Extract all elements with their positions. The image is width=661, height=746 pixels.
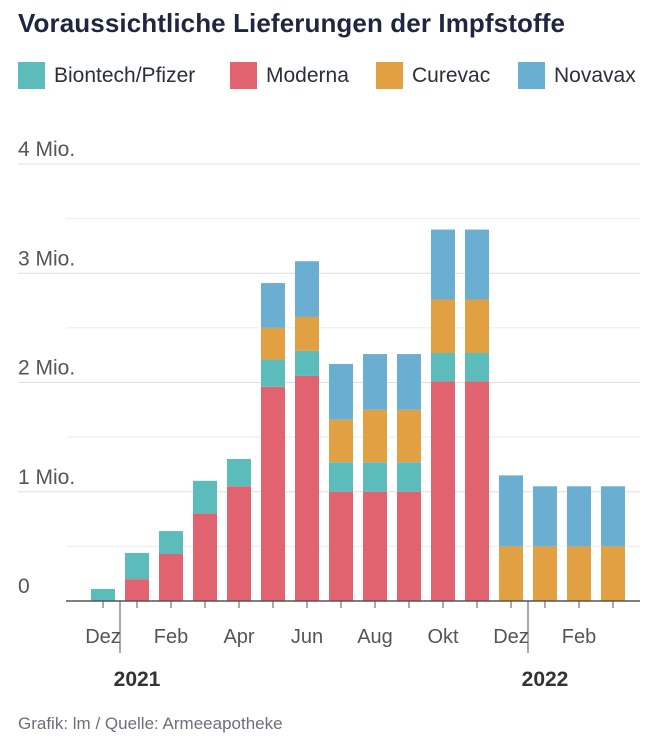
legend-swatch-moderna <box>230 62 257 89</box>
bar-segment-moderna <box>431 381 455 601</box>
bar-segment-moderna <box>193 513 217 601</box>
x-tick-label: Aug <box>357 626 393 648</box>
bar-segment-novavax <box>465 229 489 300</box>
bar-segment-curevac <box>533 546 557 601</box>
bar-segment-moderna <box>261 386 285 601</box>
bar-segment-biontech <box>125 552 149 580</box>
legend-item-novavax: Novavax <box>518 62 636 89</box>
bar-segment-novavax <box>397 354 421 410</box>
bar-segment-moderna <box>295 375 319 601</box>
bar-segment-novavax <box>567 486 591 547</box>
legend-item-curevac: Curevac <box>376 62 490 89</box>
bar-segment-curevac <box>295 316 319 351</box>
bar-segment-curevac <box>465 299 489 354</box>
x-tick-label: Dez <box>493 626 529 648</box>
legend-item-biontech: Biontech/Pfizer <box>18 62 195 89</box>
x-tick-label: Apr <box>223 626 254 648</box>
bar-segment-biontech <box>363 462 387 492</box>
legend-item-moderna: Moderna <box>230 62 349 89</box>
x-tick-label: Feb <box>562 626 596 648</box>
x-tick-label: Dez <box>85 626 121 648</box>
bar-segment-curevac <box>431 299 455 354</box>
bar-segment-biontech <box>159 531 183 555</box>
x-tick-label: Jun <box>291 626 323 648</box>
bar-segment-novavax <box>499 475 523 547</box>
bar-segment-biontech <box>261 359 285 387</box>
bar-segment-moderna <box>363 491 387 601</box>
y-tick-label: 2 Mio. <box>18 357 75 380</box>
y-tick-label: 0 <box>18 575 30 598</box>
bar-segment-curevac <box>397 409 421 463</box>
legend-label-biontech: Biontech/Pfizer <box>54 63 196 87</box>
bar-segment-curevac <box>363 409 387 463</box>
legend-swatch-biontech <box>18 62 45 89</box>
y-tick-label: 1 Mio. <box>18 466 75 489</box>
bar-segment-novavax <box>295 261 319 317</box>
y-tick-label: 3 Mio. <box>18 247 75 270</box>
bar-segment-moderna <box>125 579 149 601</box>
bar-segment-biontech <box>431 353 455 382</box>
bar-segment-curevac <box>329 419 353 463</box>
bar-segment-biontech <box>397 462 421 492</box>
chart-title: Voraussichtliche Lieferungen der Impfsto… <box>18 8 566 38</box>
year-label: 2022 <box>522 668 569 691</box>
bar-segment-moderna <box>465 381 489 601</box>
bar-segment-novavax <box>431 229 455 300</box>
legend-label-novavax: Novavax <box>554 63 636 87</box>
source-credit: Grafik: lm / Quelle: Armeeapotheke <box>18 714 283 733</box>
bar-segment-curevac <box>601 546 625 601</box>
bar-segment-curevac <box>499 546 523 601</box>
bar-segment-biontech <box>465 353 489 382</box>
x-tick-label: Okt <box>427 626 459 648</box>
legend: Biontech/Pfizer Moderna Curevac Novavax <box>18 62 648 92</box>
bar-segment-curevac <box>567 546 591 601</box>
year-label: 2021 <box>114 668 161 691</box>
bar-segment-novavax <box>601 486 625 547</box>
legend-label-curevac: Curevac <box>412 63 491 87</box>
bar-segment-novavax <box>261 283 285 328</box>
bar-segment-moderna <box>329 491 353 601</box>
bar-segment-novavax <box>533 486 557 547</box>
bar-segment-curevac <box>261 327 285 360</box>
bar-segment-biontech <box>91 588 115 601</box>
bar-segment-moderna <box>397 491 421 601</box>
bar-segment-biontech <box>227 458 251 487</box>
bar-segment-biontech <box>193 480 217 514</box>
y-tick-label: 4 Mio. <box>18 138 75 161</box>
bar-segment-biontech <box>329 462 353 492</box>
legend-swatch-curevac <box>376 62 403 89</box>
legend-swatch-novavax <box>518 62 545 89</box>
bar-segment-novavax <box>329 363 353 420</box>
legend-label-moderna: Moderna <box>266 63 349 87</box>
bar-segment-moderna <box>159 554 183 601</box>
bar-segment-novavax <box>363 354 387 410</box>
x-tick-label: Feb <box>154 626 188 648</box>
bar-segment-moderna <box>227 486 251 601</box>
bar-segment-biontech <box>295 350 319 376</box>
